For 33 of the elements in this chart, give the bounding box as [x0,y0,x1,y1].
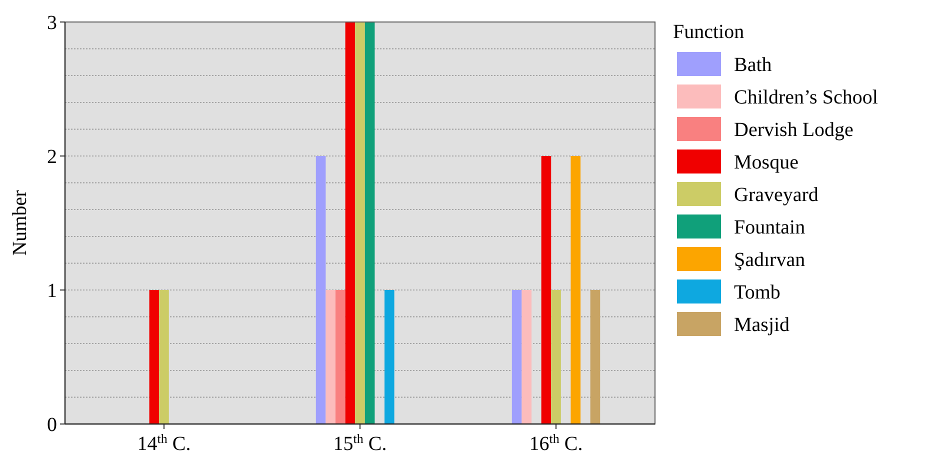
bar [316,156,326,424]
bar [345,22,356,424]
legend-label: Dervish Lodge [734,119,854,141]
legend-label: Bath [734,54,772,76]
legend-label: Fountain [734,216,806,238]
legend-label: Masjid [734,314,790,336]
legend-label: Tomb [734,282,780,304]
bar [336,290,346,424]
legend-label: Graveyard [734,184,818,206]
legend-title: Function [673,21,744,43]
bar [570,156,581,424]
bar [541,156,552,424]
bar [355,22,365,424]
y-tick-label: 0 [47,414,57,436]
legend-label: Şadırvan [734,249,806,271]
bar [364,22,375,424]
bar [551,290,561,424]
legend-label: Mosque [734,152,799,174]
x-tick-label: 16$^{th}$ C. [529,430,583,455]
x-tick-label: 15$^{th}$ C. [333,430,387,455]
bar [326,290,336,424]
bar [159,290,169,424]
bar [522,290,532,424]
legend-label: Children’s School [734,86,878,108]
bar [384,290,394,424]
y-tick-label: 2 [47,146,57,168]
bar [590,290,600,424]
y-axis-title: Number [9,190,31,256]
y-tick-label: 1 [47,280,57,302]
y-tick-label: 3 [47,12,57,34]
bar [512,290,522,424]
x-tick-label: 14$^{th}$ C. [137,430,191,455]
bar [149,290,160,424]
